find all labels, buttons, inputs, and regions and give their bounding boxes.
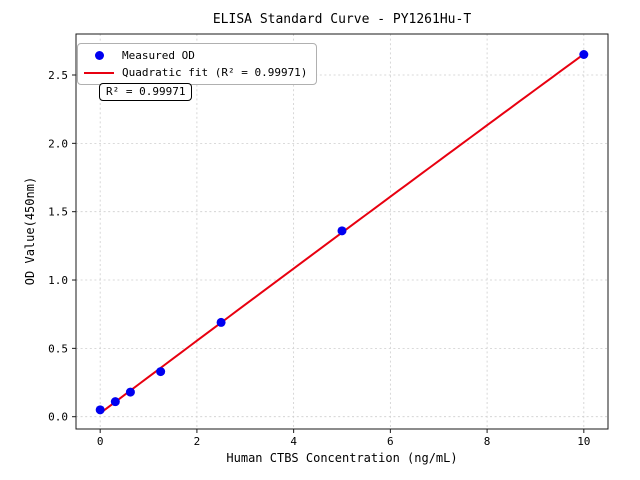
chart-title: ELISA Standard Curve - PY1261Hu-T bbox=[212, 12, 472, 27]
fit-line-icon bbox=[84, 71, 114, 74]
legend-entry-quadratic-fit: Quadratic fit (R² = 0.99971) bbox=[84, 65, 307, 80]
scatter-marker-icon bbox=[94, 51, 104, 60]
data-point bbox=[125, 387, 135, 397]
y-tick-label: 2.5 bbox=[48, 69, 68, 82]
r-squared-annotation: R² = 0.99971 bbox=[99, 83, 193, 101]
x-tick-label: 0 bbox=[97, 435, 104, 448]
data-point bbox=[156, 367, 166, 377]
legend-label-measured-od: Measured OD bbox=[122, 49, 195, 62]
data-point bbox=[337, 226, 347, 236]
legend-handle bbox=[84, 51, 114, 60]
y-tick-label: 2.0 bbox=[48, 137, 68, 150]
plot-border bbox=[75, 33, 609, 430]
legend-label-quadratic-fit: Quadratic fit (R² = 0.99971) bbox=[122, 66, 308, 79]
x-tick-label: 6 bbox=[387, 435, 394, 448]
y-tick-label: 0.5 bbox=[48, 342, 68, 355]
y-tick-label: 1.5 bbox=[48, 206, 68, 219]
data-point bbox=[95, 405, 105, 415]
legend-entry-measured-od: Measured OD bbox=[84, 48, 307, 63]
y-tick-label: 0.0 bbox=[48, 411, 68, 424]
x-tick-label: 2 bbox=[194, 435, 201, 448]
data-point bbox=[110, 397, 120, 407]
data-point bbox=[216, 317, 226, 327]
x-axis-label: Human CTBS Concentration (ng/mL) bbox=[226, 451, 458, 465]
x-tick-label: 8 bbox=[484, 435, 491, 448]
legend-handle bbox=[84, 71, 114, 74]
x-tick-label: 4 bbox=[290, 435, 297, 448]
y-tick-label: 1.0 bbox=[48, 274, 68, 287]
legend: Measured OD Quadratic fit (R² = 0.99971) bbox=[77, 43, 318, 85]
data-point bbox=[579, 50, 589, 60]
x-tick-label: 10 bbox=[577, 435, 590, 448]
y-axis-label: OD Value(450nm) bbox=[23, 176, 37, 286]
